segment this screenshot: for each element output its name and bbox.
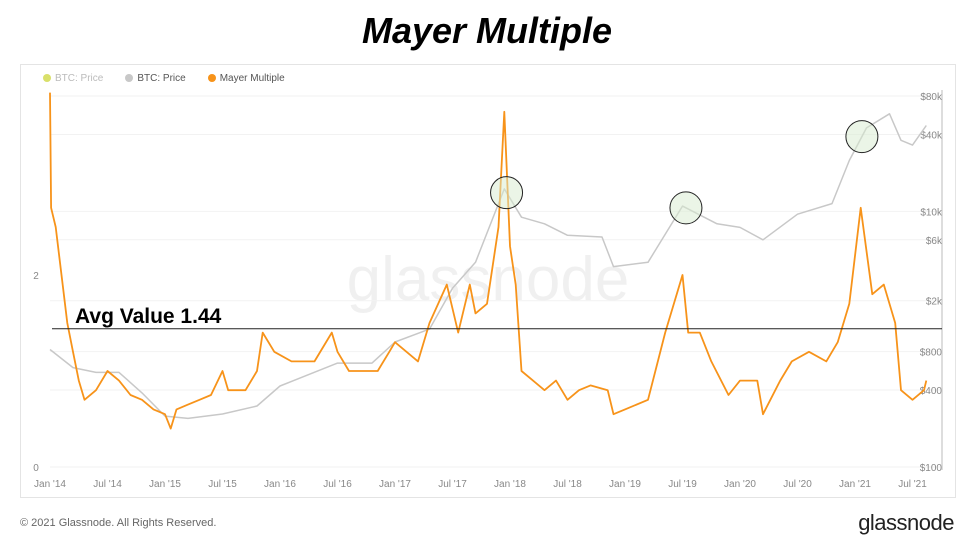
right-axis-tick: $400 [920, 386, 943, 397]
left-axis-tick: 0 [33, 463, 39, 474]
x-axis-tick: Jul '21 [898, 479, 927, 490]
legend-item-btc-price-muted[interactable]: BTC: Price [43, 73, 103, 84]
peak-highlight-circle [490, 176, 524, 210]
right-axis-tick: $6k [926, 236, 943, 247]
x-axis-tick: Jul '17 [438, 479, 467, 490]
x-axis-tick: Jan '18 [494, 479, 526, 490]
legend: BTC: Price BTC: Price Mayer Multiple [43, 73, 285, 84]
right-axis-tick: $100 [920, 463, 943, 474]
legend-item-btc-price[interactable]: BTC: Price [125, 73, 186, 84]
x-axis-tick: Jul '14 [93, 479, 122, 490]
x-axis-tick: Jan '16 [264, 479, 296, 490]
right-axis-tick: $40k [920, 130, 943, 141]
x-axis-tick: Jul '16 [323, 479, 352, 490]
x-axis-tick: Jul '15 [208, 479, 237, 490]
legend-label: BTC: Price [137, 73, 186, 84]
x-axis-tick: Jan '21 [839, 479, 871, 490]
x-axis-tick: Jan '20 [724, 479, 756, 490]
copyright-footer: © 2021 Glassnode. All Rights Reserved. [20, 517, 217, 529]
legend-label: BTC: Price [55, 73, 104, 84]
page-title: Mayer Multiple [361, 10, 613, 51]
chart-panel: BTC: Price BTC: Price Mayer Multiple [20, 64, 956, 498]
brand-logo: glassnode [858, 510, 954, 535]
average-label: Avg Value 1.44 [75, 305, 222, 328]
legend-label: Mayer Multiple [219, 73, 285, 84]
legend-dot-icon [207, 74, 216, 82]
left-axis-tick: 2 [33, 271, 39, 282]
legend-dot-icon [43, 74, 51, 82]
btc-price-line [49, 113, 927, 420]
right-axis-tick: $10k [920, 207, 943, 218]
x-axis-tick: Jan '15 [149, 479, 181, 490]
x-axis-tick: Jul '18 [553, 479, 582, 490]
x-axis-tick: Jan '14 [34, 479, 66, 490]
peak-highlight-circle [669, 191, 703, 225]
x-axis-tick: Jul '20 [783, 479, 812, 490]
right-axis-tick: $2k [926, 297, 943, 308]
right-axis-tick: $80k [920, 92, 943, 103]
peak-highlight-circle [845, 120, 879, 154]
mayer-multiple-line [49, 92, 928, 430]
watermark: glassnode [347, 245, 630, 314]
legend-dot-icon [125, 74, 134, 82]
x-axis-tick: Jan '19 [609, 479, 641, 490]
x-axis-tick: Jan '17 [379, 479, 411, 490]
right-axis-tick: $800 [920, 348, 943, 359]
x-axis-tick: Jul '19 [668, 479, 697, 490]
legend-item-mayer-multiple[interactable]: Mayer Multiple [207, 73, 285, 84]
